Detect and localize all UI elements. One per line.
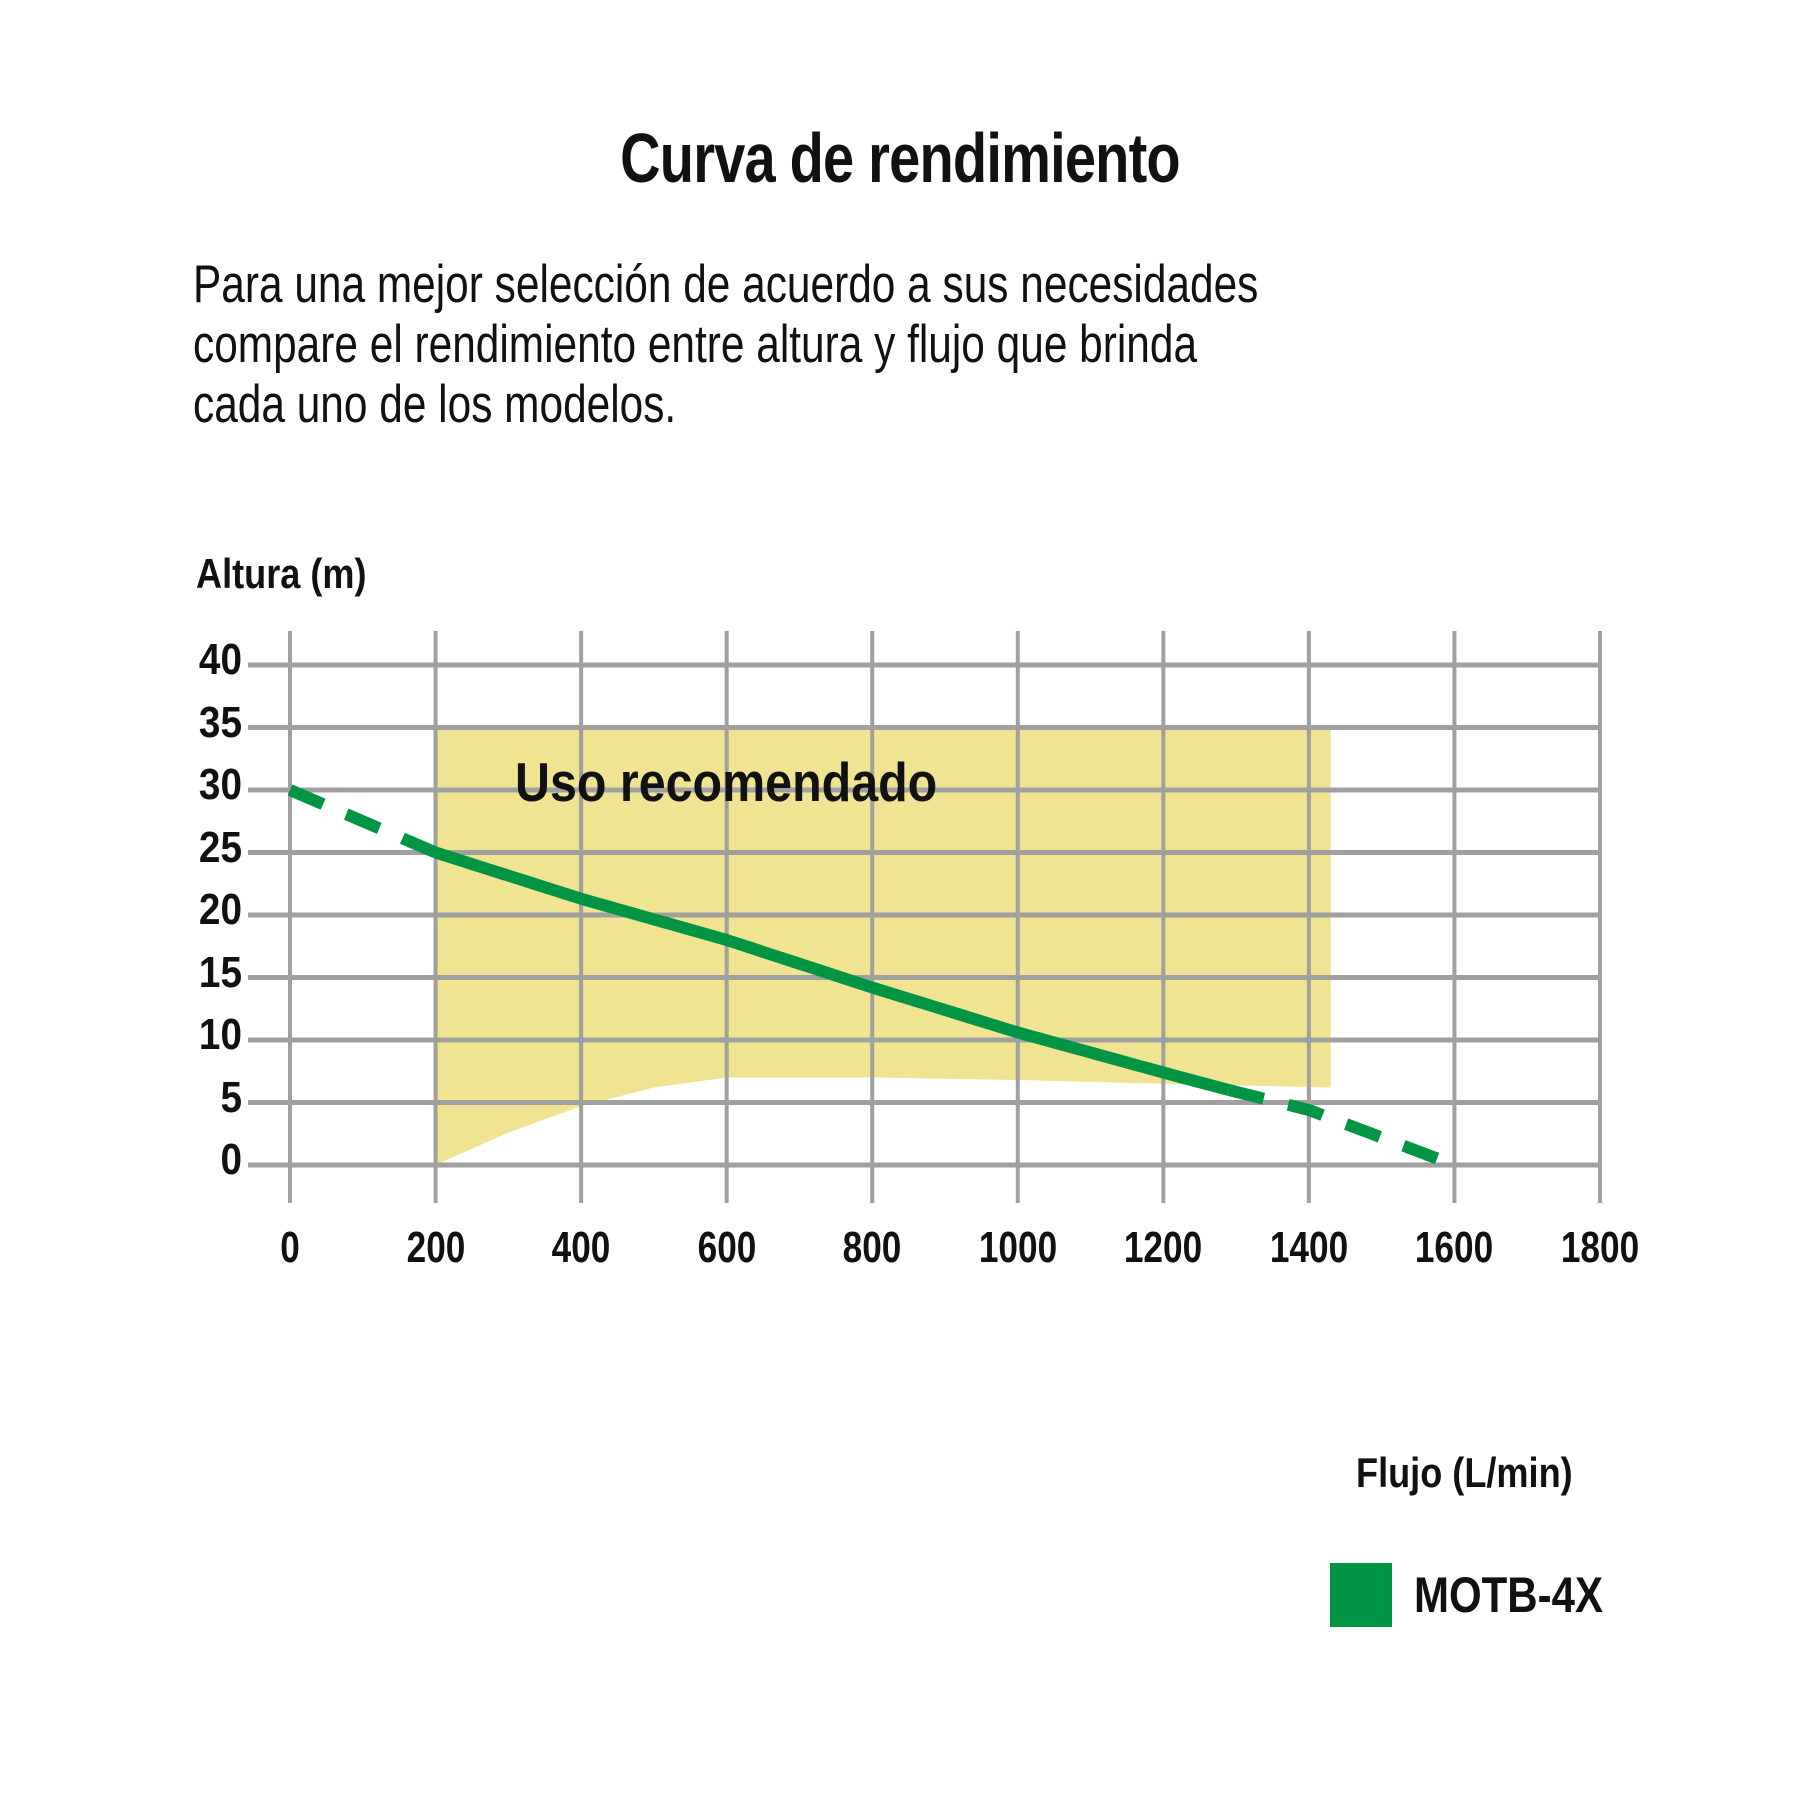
x-tick-label: 1800 <box>1560 1223 1640 1272</box>
x-tick-label: 1600 <box>1415 1223 1494 1272</box>
series-line-dashed-motb-4x <box>1227 1084 1457 1171</box>
x-tick-label: 1200 <box>1124 1223 1203 1272</box>
series-layer <box>287 784 1457 1171</box>
series-line-solid-motb-4x <box>433 846 1231 1096</box>
x-tick-label: 200 <box>406 1223 465 1272</box>
y-tick-label: 25 <box>198 822 242 872</box>
y-tick-label: 20 <box>198 885 242 934</box>
x-tick-label: 400 <box>551 1223 611 1272</box>
y-tick-label: 5 <box>220 1072 242 1122</box>
y-tick-label: 10 <box>198 1010 242 1059</box>
y-tick-label: 15 <box>198 947 242 997</box>
gridlines-layer <box>248 631 1602 1203</box>
x-axis-title: Flujo (L/min) <box>1356 1449 1573 1496</box>
recommended-region-label: Uso recomendado <box>515 751 938 813</box>
x-tick-label: 0 <box>280 1223 300 1272</box>
x-tick-label: 800 <box>842 1223 902 1272</box>
y-tick-label: 40 <box>198 635 242 684</box>
y-axis-title: Altura (m) <box>196 550 367 597</box>
y-tick-label: 0 <box>220 1135 242 1184</box>
x-tick-label: 1400 <box>1269 1223 1349 1272</box>
series-line-dashed-motb-4x <box>287 784 438 859</box>
subtitle-line-2: compare el rendimiento entre altura y fl… <box>193 315 1198 374</box>
subtitle-line-3: cada uno de los modelos. <box>193 375 677 434</box>
y-tick-label: 35 <box>198 697 242 747</box>
legend-label-motb-4x: MOTB-4X <box>1414 1567 1603 1623</box>
subtitle-text: Para una mejor selección de acuerdo a su… <box>193 255 1657 435</box>
legend-swatch-motb-4x <box>1330 1563 1392 1627</box>
subtitle-line-1: Para una mejor selección de acuerdo a su… <box>193 255 1259 314</box>
x-tick-label: 1000 <box>978 1223 1057 1272</box>
y-tick-label: 30 <box>198 760 242 809</box>
chart-legend: MOTB-4X <box>1330 1563 1639 1627</box>
page-title: Curva de rendimiento <box>620 119 1180 197</box>
x-tick-label: 600 <box>697 1223 757 1272</box>
